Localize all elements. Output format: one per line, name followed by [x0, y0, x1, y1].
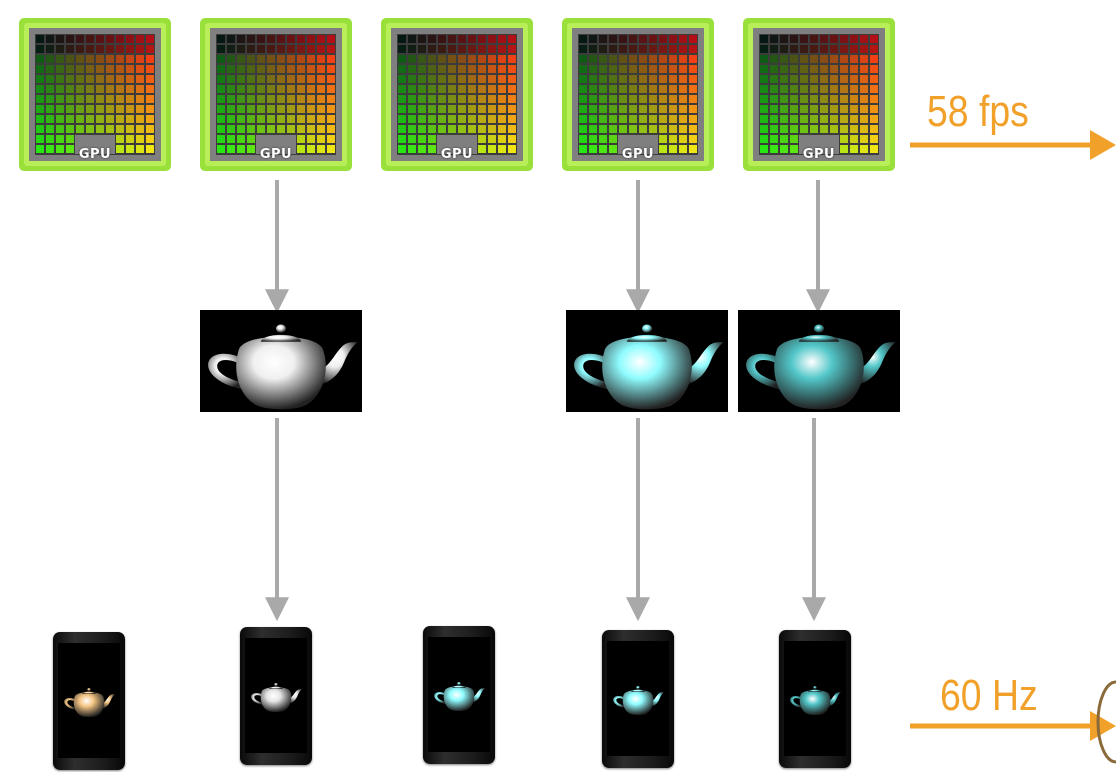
- gpu-chip: GPU: [19, 18, 171, 171]
- rendered-frame: [200, 310, 362, 412]
- gpu-chip: GPU: [200, 18, 352, 171]
- phone-display: [779, 630, 851, 768]
- refresh-rate-label: 60 Hz: [940, 671, 1038, 720]
- phone-screen: [428, 637, 490, 752]
- teapot-image: [251, 683, 303, 712]
- teapot-image: [434, 682, 486, 711]
- rendered-frame: [566, 310, 728, 412]
- gpu-label: GPU: [78, 147, 112, 162]
- teapot-image: [208, 324, 358, 410]
- gpu-label: GPU: [259, 147, 293, 162]
- render-rate-label: 58 fps: [927, 87, 1029, 136]
- teapot-image: [613, 686, 665, 715]
- phone-screen: [58, 643, 120, 758]
- refresh-rate-arrowhead: [1090, 711, 1116, 741]
- clock-edge: [1096, 680, 1116, 764]
- phone-display: [602, 630, 674, 768]
- gpu-chip: GPU: [381, 18, 533, 171]
- teapot-image: [790, 686, 842, 715]
- phone-screen: [784, 641, 846, 756]
- phone-display: [423, 626, 495, 764]
- phone-screen: [245, 638, 307, 753]
- gpu-chip-icon: [562, 18, 714, 171]
- render-rate-arrowhead: [1090, 130, 1116, 160]
- gpu-chip-icon: [743, 18, 895, 171]
- gpu-label: GPU: [621, 147, 655, 162]
- teapot-image: [746, 324, 896, 410]
- phone-screen: [607, 641, 669, 756]
- gpu-chip-icon: [200, 18, 352, 171]
- gpu-label: GPU: [440, 147, 474, 162]
- gpu-label: GPU: [802, 147, 836, 162]
- gpu-chip-icon: [19, 18, 171, 171]
- gpu-chip: GPU: [562, 18, 714, 171]
- phone-display: [240, 627, 312, 765]
- gpu-chip: GPU: [743, 18, 895, 171]
- rendered-frame: [738, 310, 900, 412]
- teapot-image: [574, 324, 724, 410]
- gpu-chip-icon: [381, 18, 533, 171]
- teapot-image: [64, 688, 116, 717]
- phone-display: [53, 632, 125, 770]
